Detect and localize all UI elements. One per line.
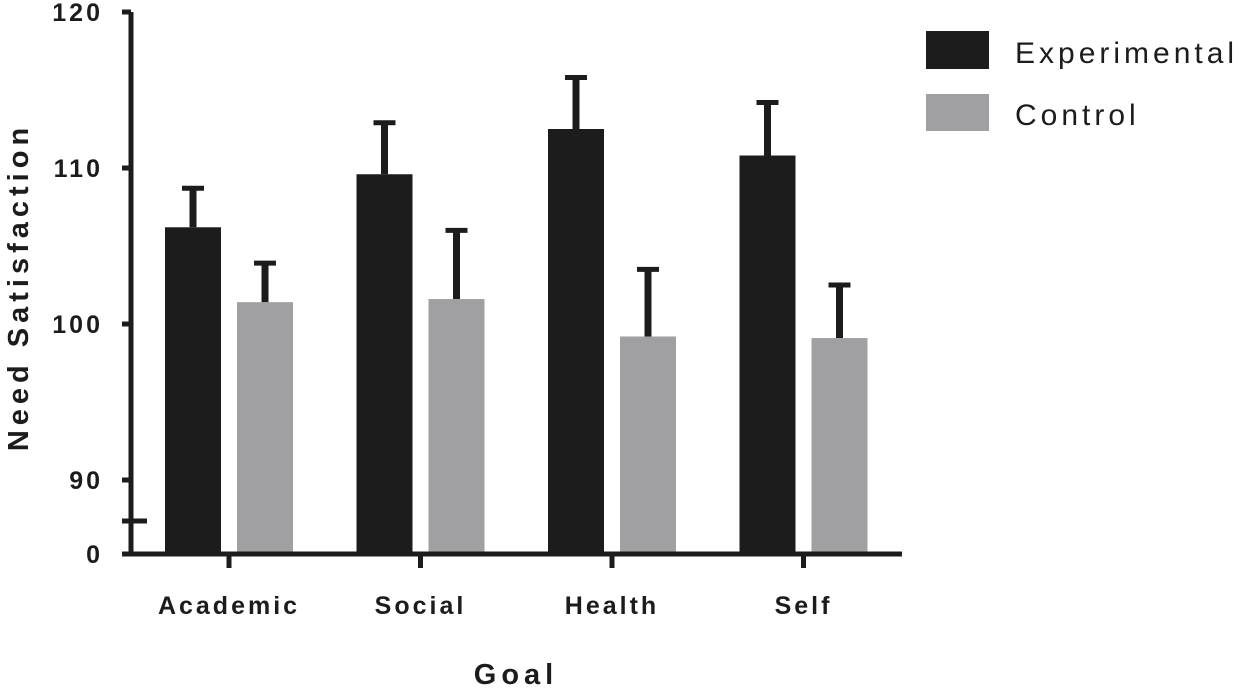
axes-layer bbox=[122, 12, 902, 557]
bar-experimental-social bbox=[356, 174, 413, 555]
y-tick-label-0: 0 bbox=[86, 541, 103, 569]
legend-swatch-control bbox=[926, 94, 989, 131]
y-tick-label-110: 110 bbox=[54, 155, 103, 183]
y-tick-label-100: 100 bbox=[52, 311, 103, 339]
bar-control-social bbox=[428, 299, 485, 554]
x-tick-label-academic: Academic bbox=[158, 592, 300, 620]
x-tick-label-health: Health bbox=[565, 592, 659, 620]
ticks-layer: 0 90 100 110 120 Academic Social Health Self bbox=[52, 0, 833, 620]
bar-experimental-health bbox=[548, 129, 604, 554]
bar-experimental-self bbox=[739, 155, 796, 554]
legend-label-experimental: Experimental bbox=[1015, 37, 1238, 70]
x-tick-label-social: Social bbox=[375, 592, 467, 620]
x-axis-title: Goal bbox=[474, 659, 558, 691]
y-tick-label-120: 120 bbox=[52, 0, 103, 27]
y-tick-label-90: 90 bbox=[69, 467, 103, 495]
legend-label-control: Control bbox=[1015, 99, 1140, 132]
bar-experimental-academic bbox=[165, 227, 221, 554]
legend-swatch-experimental bbox=[926, 31, 989, 69]
bar-control-health bbox=[620, 336, 676, 554]
bars-layer bbox=[165, 75, 868, 555]
bar-control-academic bbox=[237, 302, 293, 554]
bar-control-self bbox=[811, 338, 868, 554]
x-tick-label-self: Self bbox=[775, 592, 833, 620]
legend: Experimental Control bbox=[926, 31, 1238, 132]
y-axis-title: Need Satisfaction bbox=[3, 123, 35, 451]
